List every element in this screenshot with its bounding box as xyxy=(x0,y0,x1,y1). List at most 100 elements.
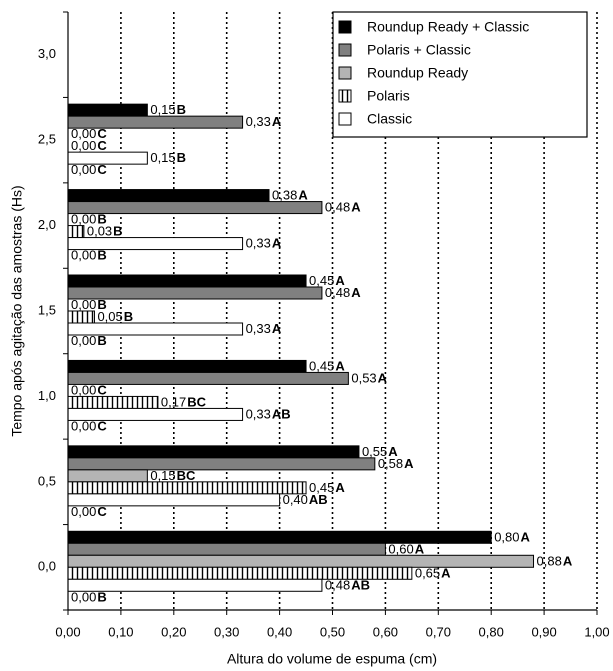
data-label: 0,33AB xyxy=(246,407,291,422)
data-label-group: B xyxy=(97,248,106,263)
data-label-value: 0,15 xyxy=(150,468,175,483)
legend-label: Classic xyxy=(367,111,412,127)
data-label-group: B xyxy=(97,590,106,605)
data-label: 0,00B xyxy=(71,590,107,605)
legend-swatch xyxy=(338,43,352,57)
data-label-group: BC xyxy=(187,395,206,410)
legend-swatch xyxy=(338,112,352,126)
legend-label: Polaris xyxy=(367,88,410,104)
bar xyxy=(67,469,148,483)
bar xyxy=(67,359,307,373)
data-label-group: A xyxy=(521,530,531,545)
data-label: 0,00B xyxy=(71,333,107,348)
legend-swatch xyxy=(338,20,352,34)
data-label-value: 0,03 xyxy=(87,224,112,239)
x-axis-label: Altura do volume de espuma (cm) xyxy=(227,651,437,667)
data-label: 0,48A xyxy=(325,285,361,300)
x-tick-label: 0,50 xyxy=(320,624,345,639)
data-label: 0,00B xyxy=(71,297,107,312)
legend-label: Roundup Ready + Classic xyxy=(367,19,529,35)
y-tick-label: 0,5 xyxy=(38,473,56,488)
data-label-value: 0,00 xyxy=(71,139,96,154)
bar xyxy=(67,274,307,288)
data-label-value: 0,15 xyxy=(150,103,175,118)
x-tick-label: 0,70 xyxy=(426,624,451,639)
data-label-group: A xyxy=(441,566,451,581)
data-label: 0,00C xyxy=(71,383,107,398)
data-label-group: B xyxy=(97,297,106,312)
y-tick-label: 2,0 xyxy=(38,217,56,232)
data-label-value: 0,48 xyxy=(325,578,350,593)
data-label-group: B xyxy=(177,151,186,166)
data-label: 0,53A xyxy=(351,371,387,386)
x-tick-label: 0,80 xyxy=(479,624,504,639)
data-label-value: 0,00 xyxy=(71,419,96,434)
data-label: 0,40AB xyxy=(283,492,328,507)
data-label-group: A xyxy=(272,321,282,336)
data-label: 0,00C xyxy=(71,139,107,154)
data-label-value: 0,65 xyxy=(415,566,440,581)
data-label-group: C xyxy=(97,127,107,142)
data-label: 0,80A xyxy=(494,530,530,545)
data-label-group: A xyxy=(335,480,345,495)
data-label: 0,00C xyxy=(71,504,107,519)
data-label-value: 0,55 xyxy=(362,444,387,459)
x-tick-label: 0,00 xyxy=(55,624,80,639)
data-label: 0,15B xyxy=(150,151,186,166)
data-label-value: 0,58 xyxy=(378,456,403,471)
data-label-group: C xyxy=(97,163,107,178)
y-axis-label: Tempo após agitação das amostras (Hs) xyxy=(9,185,25,436)
data-label-group: A xyxy=(415,542,425,557)
x-tick-label: 0,30 xyxy=(214,624,239,639)
data-label-group: AB xyxy=(351,578,370,593)
x-tick-label: 1,00 xyxy=(584,624,609,639)
data-label-value: 0,88 xyxy=(537,554,562,569)
y-tick-label: 0,0 xyxy=(38,559,56,574)
data-label-value: 0,00 xyxy=(71,383,96,398)
data-label-value: 0,80 xyxy=(494,530,519,545)
data-label-group: BC xyxy=(177,468,196,483)
data-label-group: AB xyxy=(309,492,328,507)
data-label-value: 0,45 xyxy=(309,359,334,374)
data-label-group: B xyxy=(177,103,186,118)
data-label-value: 0,15 xyxy=(150,151,175,166)
data-label: 0,45A xyxy=(309,359,345,374)
data-label: 0,00C xyxy=(71,419,107,434)
data-label-group: B xyxy=(124,309,133,324)
data-label: 0,45A xyxy=(309,480,345,495)
legend xyxy=(332,11,588,138)
data-label-group: C xyxy=(97,383,107,398)
y-tick-label: 3,0 xyxy=(38,46,56,61)
data-label-group: A xyxy=(272,236,282,251)
legend-swatch xyxy=(338,89,352,103)
x-tick-label: 0,20 xyxy=(161,624,186,639)
data-label-group: C xyxy=(97,419,107,434)
data-label-value: 0,00 xyxy=(71,333,96,348)
x-tick-label: 0,40 xyxy=(267,624,292,639)
bar xyxy=(67,225,85,239)
data-label: 0,33A xyxy=(246,321,282,336)
y-tick-label: 2,5 xyxy=(38,132,56,147)
data-label-value: 0,33 xyxy=(246,236,271,251)
data-label-group: B xyxy=(97,212,106,227)
data-label-value: 0,17 xyxy=(161,395,186,410)
legend-label: Polaris + Classic xyxy=(367,42,471,58)
bar xyxy=(67,445,360,459)
bar xyxy=(67,395,159,409)
data-label-group: AB xyxy=(272,407,291,422)
data-label: 0,00C xyxy=(71,127,107,142)
data-label: 0,00B xyxy=(71,248,107,263)
bar xyxy=(67,310,95,324)
x-tick-label: 0,60 xyxy=(373,624,398,639)
data-label-value: 0,00 xyxy=(71,248,96,263)
data-label: 0,45A xyxy=(309,273,345,288)
data-label-value: 0,40 xyxy=(283,492,308,507)
data-label: 0,65A xyxy=(415,566,451,581)
y-tick-label: 1,0 xyxy=(38,388,56,403)
data-label-group: B xyxy=(113,224,122,239)
data-label: 0,33A xyxy=(246,115,282,130)
data-label-group: A xyxy=(351,200,361,215)
data-label-value: 0,48 xyxy=(325,285,350,300)
data-label-group: A xyxy=(335,359,345,374)
data-label: 0,00B xyxy=(71,212,107,227)
